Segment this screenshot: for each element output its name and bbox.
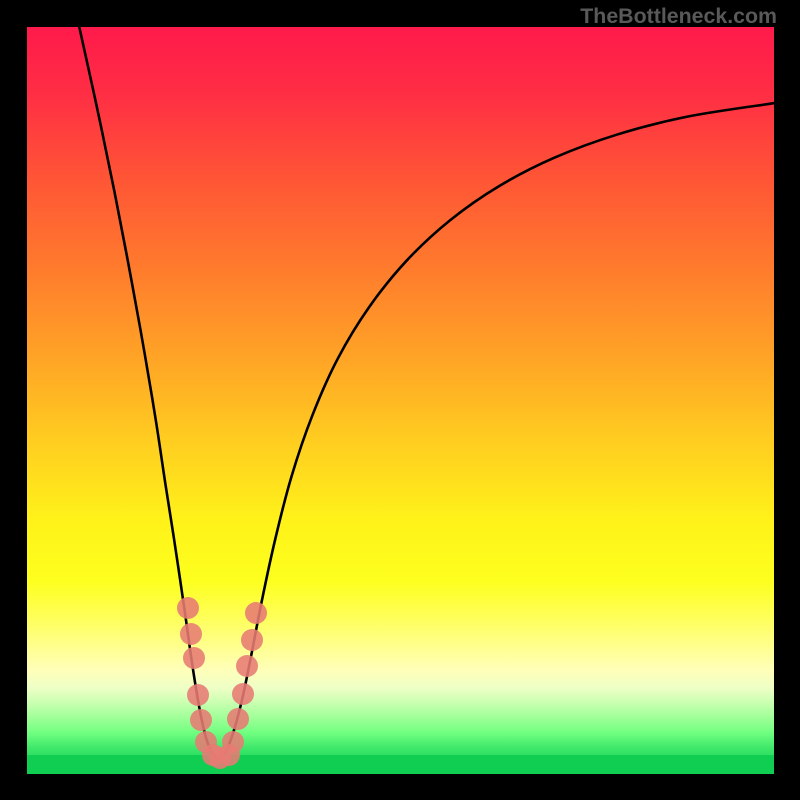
data-marker <box>245 602 267 624</box>
data-marker <box>187 684 209 706</box>
data-marker <box>236 655 258 677</box>
watermark-text: TheBottleneck.com <box>580 4 777 29</box>
marker-layer <box>27 27 774 774</box>
data-marker <box>241 629 263 651</box>
data-marker <box>222 731 244 753</box>
stage: TheBottleneck.com <box>0 0 800 800</box>
data-marker <box>183 647 205 669</box>
data-marker <box>190 709 212 731</box>
data-marker <box>177 597 199 619</box>
data-marker <box>232 683 254 705</box>
data-marker <box>180 623 202 645</box>
plot-area <box>27 27 774 774</box>
data-marker <box>227 708 249 730</box>
